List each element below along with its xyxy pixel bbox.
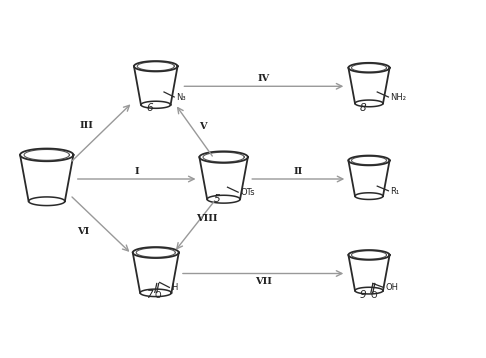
Text: OH: OH [385,283,399,292]
Text: O: O [155,291,161,300]
Text: I: I [134,167,139,176]
Text: OTs: OTs [240,188,255,197]
Text: N₃: N₃ [176,93,186,102]
Text: VII: VII [255,277,272,286]
Text: NH₂: NH₂ [390,93,406,102]
Text: 8: 8 [359,103,366,113]
Text: II: II [294,167,303,176]
Text: III: III [80,121,94,130]
Text: O: O [371,291,378,300]
Text: R₁: R₁ [390,187,399,195]
Text: 6: 6 [147,103,153,113]
Text: V: V [199,122,207,131]
Text: IV: IV [258,74,270,83]
Text: 7: 7 [146,290,152,300]
Text: H: H [171,283,178,292]
Text: VIII: VIII [196,214,217,223]
Text: 5: 5 [214,194,221,204]
Text: VI: VI [77,227,89,236]
Text: 9: 9 [359,290,366,300]
